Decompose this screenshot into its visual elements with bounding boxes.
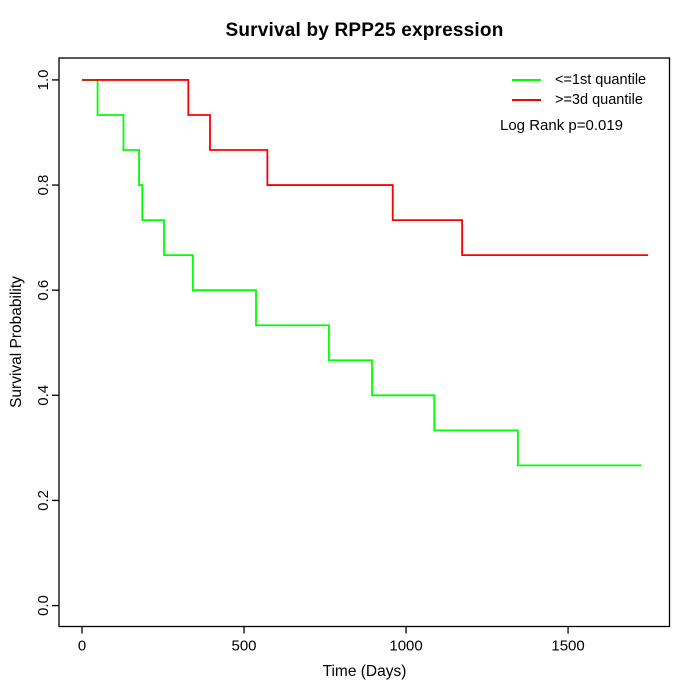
legend-label-low: <=1st quantile	[555, 72, 647, 88]
y-tick-label-0.2: 0.2	[35, 490, 52, 511]
legend-line-green-icon	[512, 78, 541, 82]
y-tick-label-0.6: 0.6	[35, 280, 52, 301]
y-tick-label-0.4: 0.4	[35, 385, 52, 406]
legend-item-high: >=3d quantile	[512, 90, 646, 110]
y-tick-label-0.0: 0.0	[35, 595, 52, 616]
x-axis-label: Time (Days)	[322, 663, 407, 680]
chart-title: Survival by RPP25 expression	[225, 20, 504, 41]
y-tick-label-1.0: 1.0	[35, 69, 52, 90]
legend-line-red-icon	[512, 98, 541, 102]
legend: <=1st quantile >=3d quantile	[512, 70, 646, 110]
series-curve-1	[82, 79, 649, 257]
y-tick-label-0.8: 0.8	[35, 175, 52, 196]
x-tick-label-1500: 1500	[551, 638, 584, 655]
legend-item-low: <=1st quantile	[512, 70, 646, 90]
x-tick-label-0: 0	[78, 638, 86, 655]
y-axis-label: Survival Probability	[8, 276, 25, 408]
log-rank-pvalue: Log Rank p=0.019	[500, 117, 624, 134]
x-tick-label-500: 500	[232, 638, 257, 655]
x-tick-label-1000: 1000	[389, 638, 422, 655]
series-curve-0	[82, 79, 642, 467]
plot-box	[58, 57, 671, 628]
legend-label-high: >=3d quantile	[555, 92, 643, 108]
